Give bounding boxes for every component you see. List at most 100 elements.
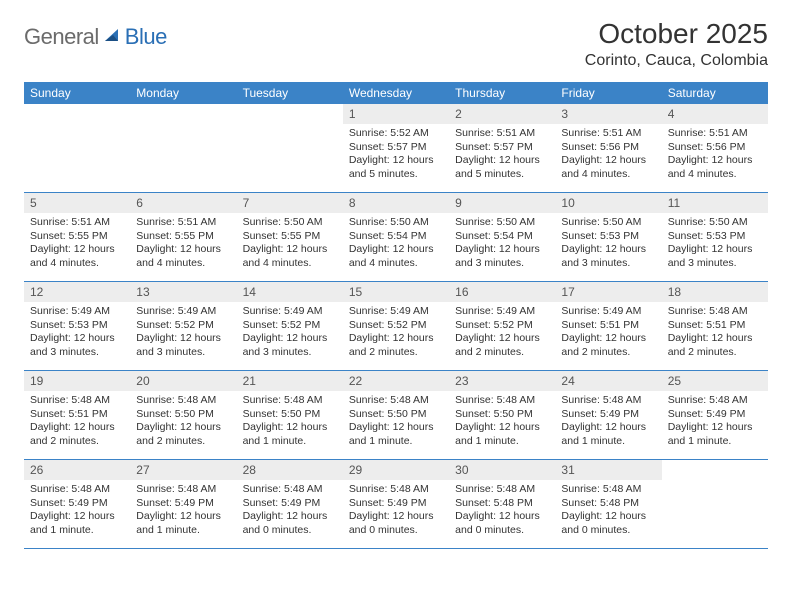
sunset-text: Sunset: 5:56 PM bbox=[561, 141, 655, 155]
day-cell: 23Sunrise: 5:48 AMSunset: 5:50 PMDayligh… bbox=[449, 371, 555, 459]
sunset-text: Sunset: 5:52 PM bbox=[136, 319, 230, 333]
day-number: 24 bbox=[555, 371, 661, 391]
day-cell: 25Sunrise: 5:48 AMSunset: 5:49 PMDayligh… bbox=[662, 371, 768, 459]
day-cell: 11Sunrise: 5:50 AMSunset: 5:53 PMDayligh… bbox=[662, 193, 768, 281]
daylight-text: Daylight: 12 hours and 5 minutes. bbox=[349, 154, 443, 181]
dow-cell: Friday bbox=[555, 82, 661, 104]
week-row: 1Sunrise: 5:52 AMSunset: 5:57 PMDaylight… bbox=[24, 104, 768, 193]
day-cell: 21Sunrise: 5:48 AMSunset: 5:50 PMDayligh… bbox=[237, 371, 343, 459]
day-cell: 15 Sunrise: 5:49 AMSunset: 5:52 PMDayligh… bbox=[343, 282, 449, 370]
dow-cell: Saturday bbox=[662, 82, 768, 104]
sunset-text: Sunset: 5:52 PM bbox=[243, 319, 337, 333]
sunset-text: Sunset: 5:55 PM bbox=[30, 230, 124, 244]
day-number: 25 bbox=[662, 371, 768, 391]
sunrise-text: Sunrise: 5:51 AM bbox=[561, 127, 655, 141]
sunrise-text: Sunrise: 5:49 AM bbox=[243, 305, 337, 319]
sunrise-text: Sunrise: 5:50 AM bbox=[455, 216, 549, 230]
sunset-text: Sunset: 5:54 PM bbox=[349, 230, 443, 244]
daylight-text: Daylight: 12 hours and 3 minutes. bbox=[455, 243, 549, 270]
day-body: Sunrise: 5:48 AMSunset: 5:50 PMDaylight:… bbox=[130, 391, 236, 455]
day-body: Sunrise: 5:50 AMSunset: 5:54 PMDaylight:… bbox=[343, 213, 449, 277]
day-body: Sunrise: 5:48 AMSunset: 5:49 PMDaylight:… bbox=[555, 391, 661, 455]
day-body: Sunrise: 5:50 AMSunset: 5:53 PMDaylight:… bbox=[555, 213, 661, 277]
day-cell: 26Sunrise: 5:48 AMSunset: 5:49 PMDayligh… bbox=[24, 460, 130, 548]
daylight-text: Daylight: 12 hours and 5 minutes. bbox=[455, 154, 549, 181]
daylight-text: Daylight: 12 hours and 1 minute. bbox=[668, 421, 762, 448]
dow-cell: Tuesday bbox=[237, 82, 343, 104]
daylight-text: Daylight: 12 hours and 2 minutes. bbox=[561, 332, 655, 359]
day-body: Sunrise: 5:51 AMSunset: 5:56 PMDaylight:… bbox=[662, 124, 768, 188]
day-body: Sunrise: 5:48 AMSunset: 5:49 PMDaylight:… bbox=[24, 480, 130, 544]
logo-text-blue: Blue bbox=[125, 24, 167, 50]
daylight-text: Daylight: 12 hours and 3 minutes. bbox=[136, 332, 230, 359]
daylight-text: Daylight: 12 hours and 4 minutes. bbox=[349, 243, 443, 270]
daylight-text: Daylight: 12 hours and 2 minutes. bbox=[349, 332, 443, 359]
sunrise-text: Sunrise: 5:48 AM bbox=[136, 394, 230, 408]
sunrise-text: Sunrise: 5:48 AM bbox=[349, 394, 443, 408]
day-cell: 29Sunrise: 5:48 AMSunset: 5:49 PMDayligh… bbox=[343, 460, 449, 548]
day-number: 23 bbox=[449, 371, 555, 391]
sunrise-text: Sunrise: 5:48 AM bbox=[349, 483, 443, 497]
day-body: Sunrise: 5:48 AMSunset: 5:51 PMDaylight:… bbox=[662, 302, 768, 366]
daylight-text: Daylight: 12 hours and 1 minute. bbox=[136, 510, 230, 537]
sunset-text: Sunset: 5:49 PM bbox=[30, 497, 124, 511]
sunrise-text: Sunrise: 5:49 AM bbox=[349, 305, 443, 319]
sunrise-text: Sunrise: 5:49 AM bbox=[136, 305, 230, 319]
daylight-text: Daylight: 12 hours and 1 minute. bbox=[349, 421, 443, 448]
day-number: 15 bbox=[343, 282, 449, 302]
day-cell bbox=[24, 104, 130, 192]
day-number: 6 bbox=[130, 193, 236, 213]
sunset-text: Sunset: 5:55 PM bbox=[136, 230, 230, 244]
logo: General Blue bbox=[24, 18, 167, 50]
day-cell: 1Sunrise: 5:52 AMSunset: 5:57 PMDaylight… bbox=[343, 104, 449, 192]
title-block: October 2025 Corinto, Cauca, Colombia bbox=[585, 18, 768, 70]
daylight-text: Daylight: 12 hours and 1 minute. bbox=[30, 510, 124, 537]
daylight-text: Daylight: 12 hours and 4 minutes. bbox=[668, 154, 762, 181]
daylight-text: Daylight: 12 hours and 2 minutes. bbox=[668, 332, 762, 359]
daylight-text: Daylight: 12 hours and 4 minutes. bbox=[30, 243, 124, 270]
day-body: Sunrise: 5:48 AMSunset: 5:48 PMDaylight:… bbox=[449, 480, 555, 544]
sunset-text: Sunset: 5:57 PM bbox=[455, 141, 549, 155]
sunset-text: Sunset: 5:48 PM bbox=[561, 497, 655, 511]
daylight-text: Daylight: 12 hours and 1 minute. bbox=[561, 421, 655, 448]
day-number: 21 bbox=[237, 371, 343, 391]
sunset-text: Sunset: 5:52 PM bbox=[349, 319, 443, 333]
sunrise-text: Sunrise: 5:48 AM bbox=[243, 483, 337, 497]
day-body: Sunrise: 5:48 AMSunset: 5:50 PMDaylight:… bbox=[343, 391, 449, 455]
sunrise-text: Sunrise: 5:48 AM bbox=[136, 483, 230, 497]
daylight-text: Daylight: 12 hours and 0 minutes. bbox=[455, 510, 549, 537]
month-title: October 2025 bbox=[585, 18, 768, 50]
sunset-text: Sunset: 5:49 PM bbox=[349, 497, 443, 511]
day-cell: 9Sunrise: 5:50 AMSunset: 5:54 PMDaylight… bbox=[449, 193, 555, 281]
day-number: 26 bbox=[24, 460, 130, 480]
day-cell: 27Sunrise: 5:48 AMSunset: 5:49 PMDayligh… bbox=[130, 460, 236, 548]
sunset-text: Sunset: 5:49 PM bbox=[243, 497, 337, 511]
sunrise-text: Sunrise: 5:48 AM bbox=[561, 483, 655, 497]
daylight-text: Daylight: 12 hours and 1 minute. bbox=[455, 421, 549, 448]
day-cell: 5Sunrise: 5:51 AMSunset: 5:55 PMDaylight… bbox=[24, 193, 130, 281]
daylight-text: Daylight: 12 hours and 0 minutes. bbox=[349, 510, 443, 537]
day-body: Sunrise: 5:51 AMSunset: 5:55 PMDaylight:… bbox=[24, 213, 130, 277]
day-cell: 12Sunrise: 5:49 AMSunset: 5:53 PMDayligh… bbox=[24, 282, 130, 370]
day-cell: 13Sunrise: 5:49 AMSunset: 5:52 PMDayligh… bbox=[130, 282, 236, 370]
sunrise-text: Sunrise: 5:50 AM bbox=[243, 216, 337, 230]
day-body: Sunrise: 5:48 AMSunset: 5:48 PMDaylight:… bbox=[555, 480, 661, 544]
daylight-text: Daylight: 12 hours and 3 minutes. bbox=[561, 243, 655, 270]
sunset-text: Sunset: 5:49 PM bbox=[561, 408, 655, 422]
dow-header-row: SundayMondayTuesdayWednesdayThursdayFrid… bbox=[24, 82, 768, 104]
day-body: Sunrise: 5:48 AMSunset: 5:49 PMDaylight:… bbox=[343, 480, 449, 544]
dow-cell: Monday bbox=[130, 82, 236, 104]
day-cell: 17Sunrise: 5:49 AMSunset: 5:51 PMDayligh… bbox=[555, 282, 661, 370]
day-body: Sunrise: 5:49 AMSunset: 5:52 PMDaylight:… bbox=[449, 302, 555, 366]
logo-sail-icon bbox=[103, 26, 121, 49]
dow-cell: Thursday bbox=[449, 82, 555, 104]
day-body: Sunrise: 5:48 AMSunset: 5:50 PMDaylight:… bbox=[449, 391, 555, 455]
day-cell: 24Sunrise: 5:48 AMSunset: 5:49 PMDayligh… bbox=[555, 371, 661, 459]
day-cell: 31Sunrise: 5:48 AMSunset: 5:48 PMDayligh… bbox=[555, 460, 661, 548]
day-number: 5 bbox=[24, 193, 130, 213]
daylight-text: Daylight: 12 hours and 4 minutes. bbox=[136, 243, 230, 270]
sunrise-text: Sunrise: 5:48 AM bbox=[30, 394, 124, 408]
sunset-text: Sunset: 5:51 PM bbox=[30, 408, 124, 422]
day-cell: 8Sunrise: 5:50 AMSunset: 5:54 PMDaylight… bbox=[343, 193, 449, 281]
weeks-container: 1Sunrise: 5:52 AMSunset: 5:57 PMDaylight… bbox=[24, 104, 768, 549]
